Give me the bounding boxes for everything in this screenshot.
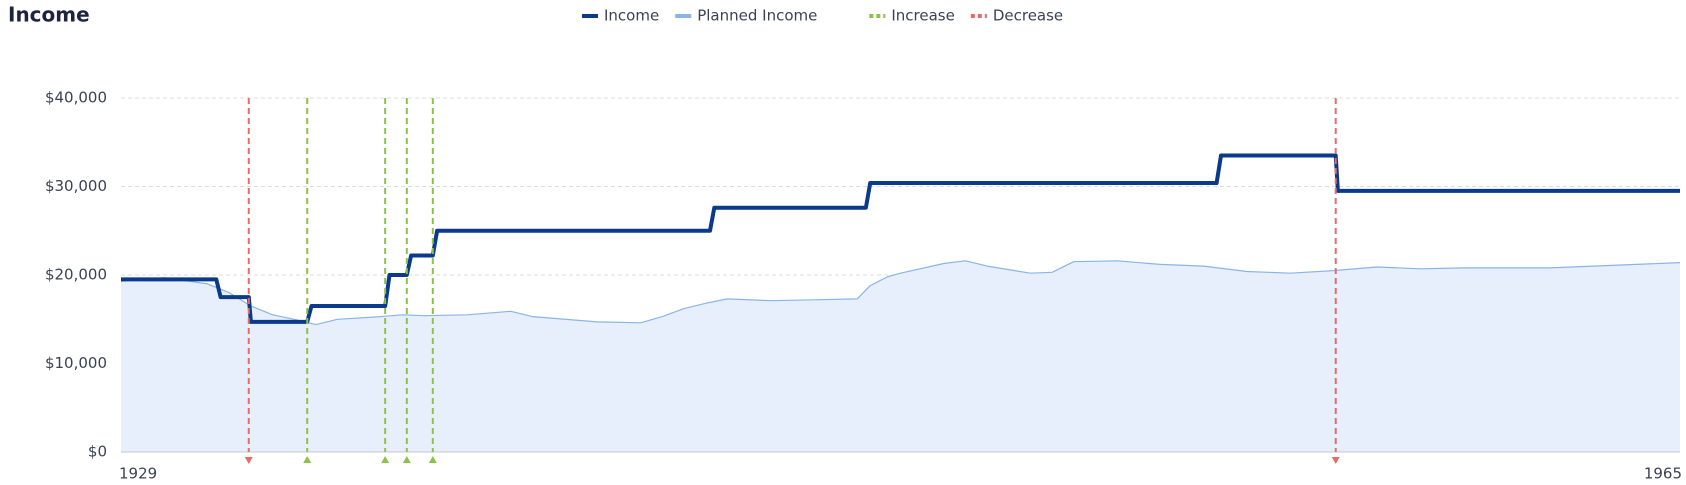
event-arrow [402, 456, 411, 463]
series-line [120, 260, 1681, 326]
event-arrow [381, 456, 390, 463]
y-tick-label: $30,000 [45, 177, 107, 195]
y-tick-label: $0 [88, 443, 107, 461]
event-arrow [244, 457, 253, 464]
event-arrow [1331, 457, 1340, 464]
chart-title: Income [8, 3, 90, 27]
y-tick-label: $20,000 [45, 266, 107, 284]
event-arrow [303, 456, 312, 463]
legend-label: Planned Income [697, 7, 817, 25]
y-tick-label: $40,000 [45, 89, 107, 107]
area-fill [121, 260, 1680, 452]
x-tick-label: 1965 [1644, 465, 1682, 483]
legend-label: Income [604, 7, 659, 25]
y-tick-label: $10,000 [45, 354, 107, 372]
x-tick-label: 1929 [119, 465, 157, 483]
legend-label: Increase [891, 7, 954, 25]
series-line [121, 153, 1680, 324]
legend-label: Decrease [993, 7, 1063, 25]
event-arrow [428, 456, 437, 463]
